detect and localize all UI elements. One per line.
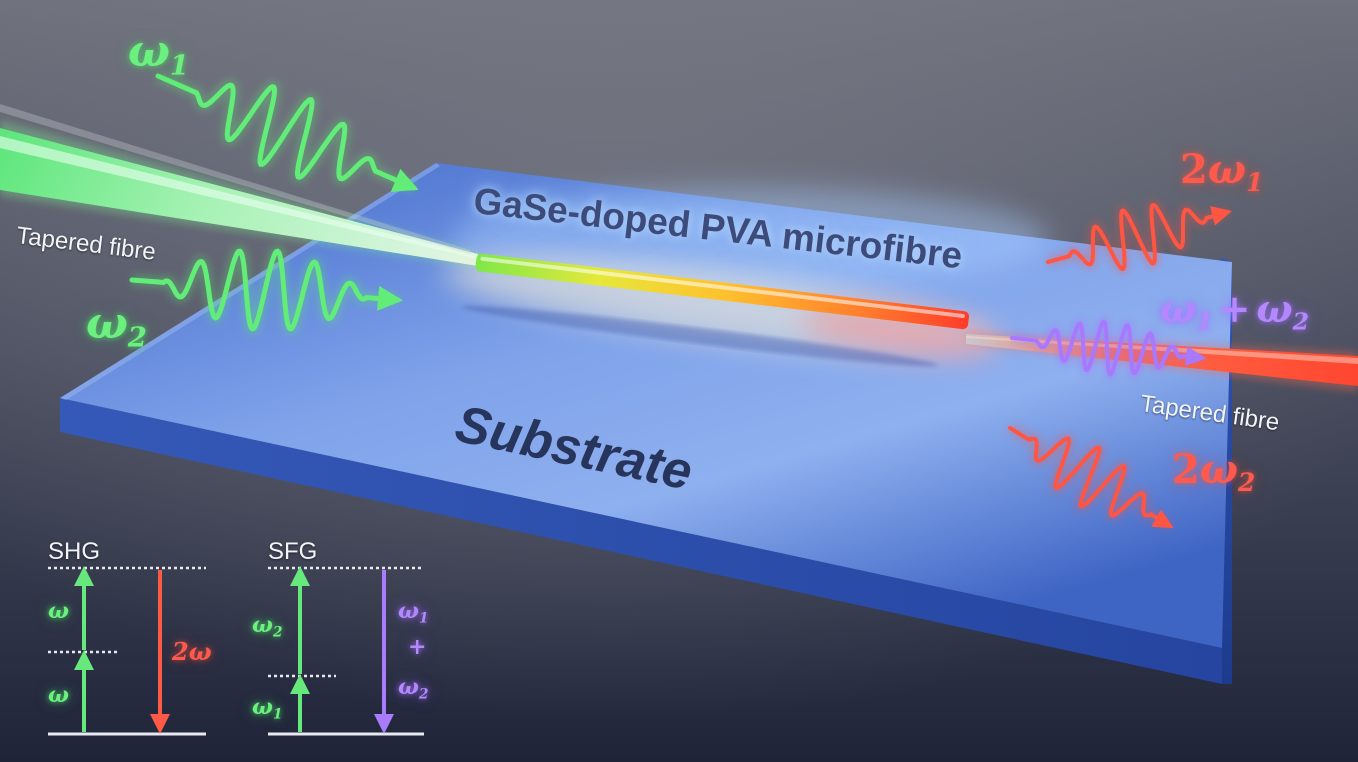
- wave-2omega2-out: [1007, 423, 1174, 531]
- sum-frequency-label: ω1 + ω2: [1160, 290, 1309, 334]
- shg-omega-upper-label: ω: [48, 598, 69, 624]
- plus-sign: +: [1218, 286, 1251, 331]
- omega-symbol: ω: [1256, 286, 1293, 331]
- second-harmonic-omega1-label: 2ω1: [1180, 150, 1263, 196]
- subscript: 1: [272, 706, 283, 723]
- subscript: 1: [169, 49, 189, 82]
- wave-2omega1-out-line: [1046, 203, 1232, 271]
- omega2-input-label: ω2: [86, 302, 147, 352]
- shg-2omega-label: 2ω: [172, 637, 212, 666]
- wave-omega2-in: [129, 244, 403, 336]
- factor-two: 2: [1180, 146, 1208, 193]
- second-harmonic-omega2-label: 2ω2: [1172, 450, 1255, 496]
- subscript: 2: [418, 686, 429, 703]
- microfibre-rod: [475, 253, 970, 330]
- omega-symbol: ω: [128, 26, 170, 77]
- omega-symbol: ω: [252, 694, 273, 720]
- shg-title: SHG: [48, 538, 101, 565]
- subscript: 2: [1237, 467, 1256, 497]
- omega-symbol: ω: [1207, 146, 1246, 193]
- wave-2omega2-out-line: [1008, 426, 1174, 528]
- sfg-energy-diagram: [268, 566, 424, 736]
- substrate-front-face: [60, 398, 1222, 684]
- omega-symbol: ω: [86, 298, 128, 349]
- omega-symbol: ω: [398, 598, 419, 624]
- sfg-output-plus-label: +: [408, 634, 427, 660]
- tapered-fibre-left-shadow: [0, 104, 470, 254]
- tapered-fibre-left-highlight: [0, 136, 478, 259]
- omega-symbol: ω: [398, 674, 419, 700]
- sfg-title: SFG: [268, 538, 318, 565]
- subscript: 1: [1196, 307, 1213, 336]
- subscript: 2: [1292, 307, 1309, 336]
- wave-sum-out-line: [1010, 319, 1206, 377]
- tapered-fibre-left: [0, 104, 478, 268]
- subscript: 2: [272, 624, 283, 641]
- sfg-output-omega1-label: ω1: [398, 600, 428, 626]
- subscript: 1: [1245, 167, 1264, 197]
- factor-two: 2: [1172, 446, 1200, 493]
- sfg-omega2-label: ω2: [252, 614, 282, 640]
- subscript: 1: [418, 610, 429, 627]
- wave-2omega1-out: [1046, 200, 1232, 274]
- sfg-output-omega2-label: ω2: [398, 676, 428, 702]
- shg-omega-lower-label: ω: [48, 682, 69, 708]
- subscript: 2: [127, 321, 147, 354]
- omega-symbol: ω: [1199, 446, 1238, 493]
- microfibre-rod-highlight: [480, 256, 966, 319]
- omega1-input-label: ω1: [128, 30, 189, 80]
- microfibre-rod-shadow: [461, 305, 939, 367]
- omega-symbol: ω: [252, 612, 273, 638]
- omega-symbol: ω: [1160, 286, 1197, 331]
- wave-omega2-in-line: [129, 248, 403, 332]
- sfg-omega1-label: ω1: [252, 696, 282, 722]
- wave-omega1-in: [155, 70, 419, 194]
- wave-sum-out: [1010, 315, 1206, 381]
- shg-energy-diagram: [48, 566, 206, 736]
- wave-omega1-in-line: [155, 73, 419, 192]
